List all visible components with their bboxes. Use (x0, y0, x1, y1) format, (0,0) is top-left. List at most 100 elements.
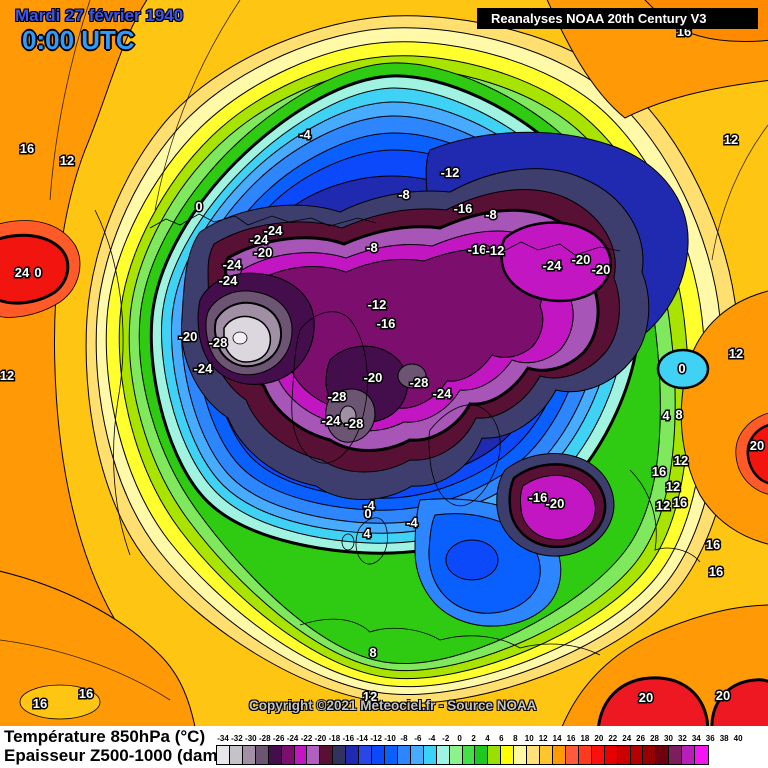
legend-tick-label: -32 (231, 734, 243, 743)
legend-color-cell (514, 746, 528, 764)
legend-color-cell (462, 746, 476, 764)
map-temp-label: 12 (724, 132, 738, 147)
map-temp-label: -12 (368, 297, 387, 312)
map-temp-label: -8 (366, 240, 378, 255)
map-temp-label: 12 (666, 479, 680, 494)
map-temp-label: 24 (15, 265, 30, 280)
legend-temperature-label: Température 850hPa (°C) (4, 727, 206, 746)
legend-color-cell (617, 746, 631, 764)
legend-tick-label: 12 (538, 734, 548, 743)
map-temp-label: -24 (250, 232, 270, 247)
legend-tick-label: 10 (524, 734, 534, 743)
legend-color-cell (527, 746, 541, 764)
map-temp-label: -16 (468, 242, 487, 257)
map-temp-label: -8 (398, 187, 410, 202)
legend-tick-label: 20 (594, 734, 604, 743)
legend-tick-label: 14 (552, 734, 562, 743)
legend-color-cell (682, 746, 696, 764)
legend-color-cell (501, 746, 515, 764)
legend-tick-label: 22 (608, 734, 618, 743)
legend-tick-label: 28 (650, 734, 659, 743)
coastlines (0, 0, 768, 701)
legend-color-cell (217, 746, 230, 764)
map-temp-label: 4 (363, 526, 371, 541)
map-temp-label: -28 (209, 335, 228, 350)
legend-tick-label: -18 (328, 734, 341, 743)
legend-color-cell (229, 746, 243, 764)
legend-tick-label: -8 (400, 734, 408, 743)
legend-tick-label: 18 (580, 734, 590, 743)
source-box-text: Reanalyses NOAA 20th Century V3 (491, 11, 707, 26)
legend-tick-label: -34 (217, 734, 229, 743)
map-temp-label: -20 (254, 245, 273, 260)
legend-color-cell (578, 746, 592, 764)
map-temp-label: -20 (572, 252, 591, 267)
map-temp-label: 12 (363, 689, 377, 704)
legend-color-cell (294, 746, 308, 764)
map-temp-label: 16 (706, 537, 720, 552)
legend-color-cell (488, 746, 502, 764)
legend-color-cell (346, 746, 360, 764)
map-temp-label: -4 (299, 127, 311, 142)
map-temp-label: 16 (33, 696, 47, 711)
legend-color-cell (320, 746, 334, 764)
legend-thickness-label: Epaisseur Z500-1000 (dam) (4, 746, 224, 765)
legend-tick-label: 38 (719, 734, 729, 743)
legend-tick-label: -6 (414, 734, 422, 743)
map-temp-label: 12 (60, 153, 74, 168)
map-temp-label: 4 (662, 408, 670, 423)
map-temp-label: 16 (79, 686, 93, 701)
legend-tick-label: 2 (471, 734, 476, 743)
legend-tick-label: -4 (428, 734, 436, 743)
legend-tick-label: 8 (513, 734, 518, 743)
legend-tick-label: -16 (342, 734, 355, 743)
map-temp-label: -16 (529, 490, 548, 505)
source-box: Reanalyses NOAA 20th Century V3 (477, 8, 758, 29)
map-temp-label: 0 (678, 361, 685, 376)
map-temp-label: 12 (656, 498, 670, 513)
map-temp-label: -20 (364, 370, 383, 385)
legend-color-cell (630, 746, 644, 764)
map-temp-label: 0 (364, 506, 371, 521)
legend-color-cell (281, 746, 295, 764)
legend-color-cell (255, 746, 269, 764)
legend-color-cell (307, 746, 321, 764)
map-temp-label: -24 (543, 258, 563, 273)
legend-color-cell (333, 746, 347, 764)
legend-color-cell (384, 746, 398, 764)
legend-tick-label: -20 (314, 734, 327, 743)
map-temp-label: 20 (750, 438, 764, 453)
legend-strip: Température 850hPa (°C) Epaisseur Z500-1… (0, 726, 768, 768)
legend-color-cell (656, 746, 670, 764)
legend-color-cell (669, 746, 683, 764)
legend-tick-label: 24 (622, 734, 632, 743)
legend-tick-label: -24 (286, 734, 299, 743)
legend-tick-label: 32 (677, 734, 687, 743)
map-temp-label: 16 (709, 564, 723, 579)
legend-tick-label: 40 (733, 734, 743, 743)
legend-tick-label: -10 (384, 734, 396, 743)
map-temp-label: 0 (195, 199, 202, 214)
map-temp-label: -24 (219, 273, 239, 288)
legend-tick-label: 4 (485, 734, 490, 743)
cold-pools (180, 131, 710, 627)
legend-color-cell (423, 746, 437, 764)
map-temp-label: -28 (328, 389, 347, 404)
map-temp-label: 12 (0, 368, 14, 383)
map-temp-label: 20 (639, 690, 653, 705)
map-temp-label: -4 (363, 498, 375, 513)
legend-color-cell (475, 746, 489, 764)
legend-color-cell (397, 746, 411, 764)
map-temp-label: -4 (406, 515, 418, 530)
map-temp-label: -20 (179, 329, 198, 344)
map-temp-label: -24 (223, 257, 243, 272)
legend-tick-label: -12 (370, 734, 382, 743)
legend-color-cell (410, 746, 424, 764)
legend-tick-label: 36 (705, 734, 715, 743)
legend-tick-label: -30 (245, 734, 257, 743)
map-temp-label: 12 (674, 453, 688, 468)
legend-color-cell (359, 746, 373, 764)
legend-tick-label: 26 (636, 734, 646, 743)
